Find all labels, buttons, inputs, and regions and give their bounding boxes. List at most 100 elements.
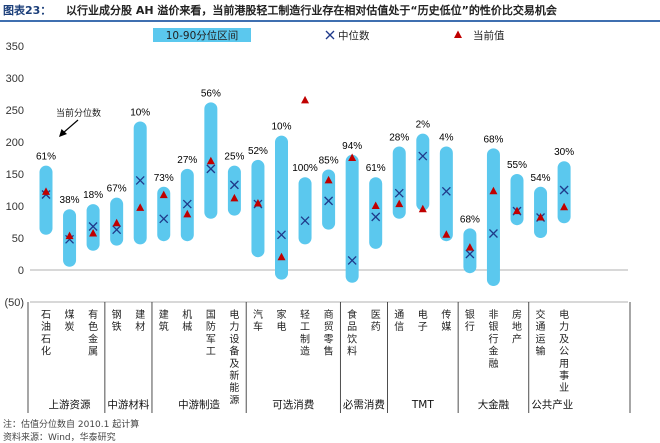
y-tick-label: 350: [6, 41, 24, 53]
median-stroke: [206, 164, 216, 174]
legend-current-label: 当前值: [473, 29, 505, 42]
range-band: [557, 161, 571, 224]
legend-median-swatch: [325, 30, 335, 40]
category-label: 贸: [324, 321, 334, 333]
category-label: 零: [324, 333, 334, 345]
median-stroke: [371, 212, 381, 222]
category-label: 事: [559, 369, 569, 382]
category-label: 媒: [441, 321, 451, 333]
current-marker: [253, 198, 262, 207]
category-label: 食: [347, 308, 357, 321]
legend-median-stroke: [325, 30, 335, 40]
figure-title: 以行业成分股 AH 溢价来看，当前港股轻工制造行业存在相对估值处于“历史低位”的…: [66, 4, 557, 17]
annotation-arrow-shaft: [62, 119, 79, 134]
current-marker: [89, 229, 98, 237]
category-label: 产: [512, 332, 522, 345]
category-label: 交: [536, 308, 546, 321]
category-label: 药: [371, 321, 381, 333]
category-label: 属: [88, 346, 98, 358]
category-label: 房: [512, 308, 522, 321]
group-label: 可选消费: [272, 398, 314, 411]
percentile-label: 61%: [366, 163, 386, 174]
footnote: 注：估值分位数自 2010.1 起计算: [3, 420, 140, 430]
category-label: 化: [41, 345, 51, 358]
category-label: 电: [229, 308, 239, 321]
category-label: 设: [229, 333, 239, 345]
range-band: [369, 177, 383, 249]
annotation-text: 当前分位数: [56, 107, 101, 119]
percentile-label: 10%: [271, 122, 291, 133]
range-band: [322, 169, 336, 230]
current-marker: [348, 153, 357, 161]
category-label: 金: [488, 345, 498, 358]
category-label: 工: [300, 322, 310, 333]
current-marker: [489, 186, 498, 195]
y-tick-label: 100: [6, 201, 24, 213]
median-stroke: [488, 229, 498, 238]
legend-band-label: 10-90分位区间: [166, 29, 239, 42]
category-label: 非: [488, 309, 498, 321]
category-label: 传: [441, 309, 451, 321]
category-label: 钢: [112, 308, 122, 321]
category-label: 工: [206, 347, 216, 358]
category-label: 新: [229, 369, 239, 382]
category-label: 车: [253, 320, 263, 333]
percentile-label: 25%: [224, 152, 244, 163]
category-label: 银: [465, 308, 475, 321]
figure-label: 图表23：: [3, 4, 52, 17]
percentile-label: 55%: [507, 160, 527, 171]
percentile-label: 30%: [554, 147, 574, 158]
category-label: 轻: [300, 308, 310, 321]
category-label: 银: [488, 320, 498, 333]
current-marker: [324, 175, 333, 184]
category-label: 及: [229, 358, 239, 370]
median-stroke: [324, 196, 334, 206]
current-marker: [560, 202, 569, 211]
median-stroke: [159, 214, 169, 224]
title-bar: 图表23： 以行业成分股 AH 溢价来看，当前港股轻工制造行业存在相对估值处于“…: [0, 0, 660, 22]
current-marker: [465, 243, 474, 251]
category-label: 输: [536, 345, 546, 358]
percentile-label: 18%: [83, 190, 103, 201]
range-band: [345, 154, 359, 283]
y-tick-label: 0: [18, 265, 24, 277]
percentile-label: 52%: [248, 146, 268, 157]
percentile-label: 61%: [36, 152, 56, 163]
percentile-label: 10%: [130, 108, 150, 119]
median-marker: [324, 196, 334, 206]
category-label: 石: [41, 334, 51, 345]
median-marker: [206, 164, 216, 174]
category-label: 械: [182, 320, 192, 333]
median-stroke: [559, 185, 569, 195]
category-label: 家: [277, 308, 287, 321]
category-label: 运: [536, 333, 546, 345]
median-stroke: [347, 255, 357, 265]
median-stroke: [88, 222, 98, 231]
y-tick-label: 50: [12, 233, 24, 245]
category-label: 行: [488, 332, 498, 345]
current-marker: [395, 199, 404, 208]
category-label: 公: [559, 347, 569, 358]
percentile-label: 2%: [416, 120, 431, 131]
median-marker: [418, 151, 428, 161]
category-label: 军: [206, 333, 216, 345]
median-stroke: [394, 188, 404, 198]
median-stroke: [135, 175, 145, 185]
percentile-label: 27%: [177, 155, 197, 166]
group-label: 中游材料: [107, 398, 149, 411]
y-tick-label: (50): [4, 297, 24, 309]
median-stroke: [277, 230, 286, 240]
group-label: 中游制造: [178, 398, 220, 411]
median-marker: [465, 249, 475, 259]
current-marker: [112, 218, 121, 227]
range-band: [133, 121, 147, 245]
range-band: [463, 228, 477, 274]
category-label: 行: [465, 320, 475, 333]
category-label: 电: [277, 320, 287, 333]
percentile-label: 85%: [319, 156, 339, 167]
legend-median-label: 中位数: [338, 29, 370, 42]
range-band: [486, 148, 500, 286]
median-marker: [277, 230, 286, 240]
current-marker: [136, 203, 145, 211]
category-label: 料: [347, 345, 357, 358]
